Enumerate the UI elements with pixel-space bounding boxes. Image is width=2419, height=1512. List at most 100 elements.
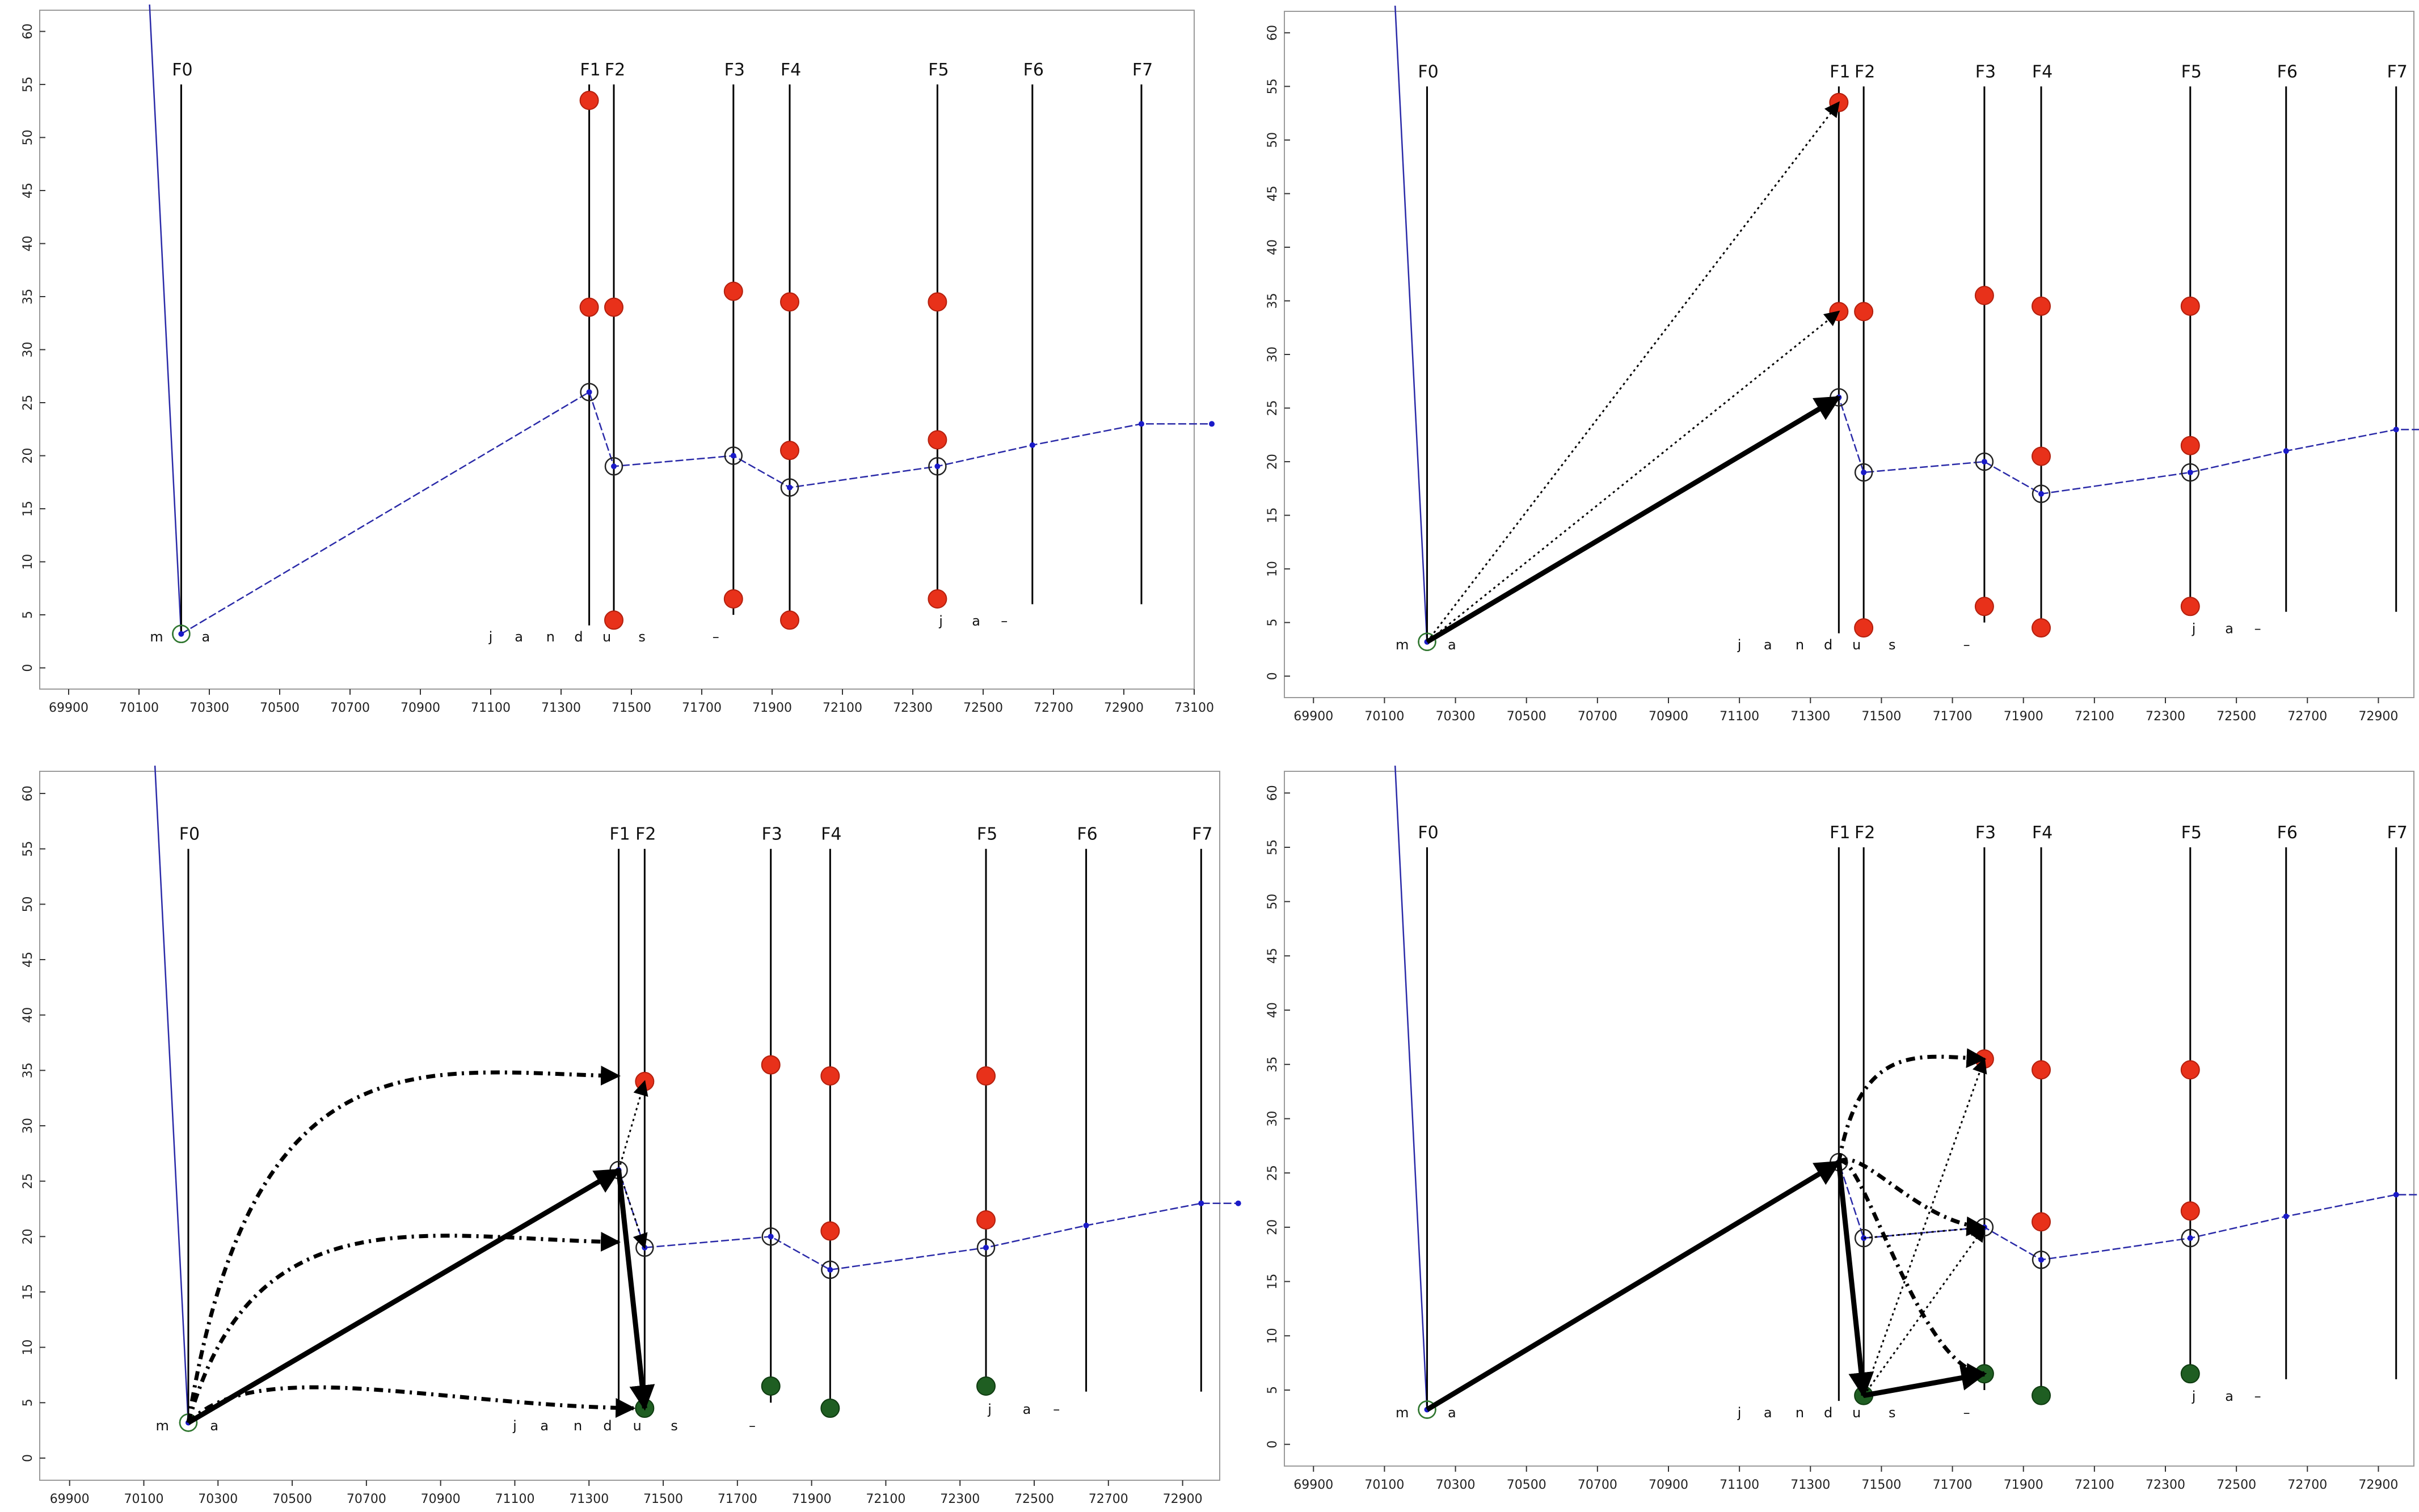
x-tick-label: 71500 [643, 1492, 683, 1506]
transcript-letter: m [155, 1418, 168, 1434]
x-tick-label: 71900 [2004, 709, 2043, 724]
candidate-dot-red [723, 281, 743, 301]
track-line [154, 765, 189, 1425]
x-tick-label: 71100 [1720, 709, 1759, 724]
y-tick-label: 40 [21, 1007, 35, 1023]
transcript-letter: j [1737, 637, 1742, 653]
transcript-letter: a [1764, 1405, 1772, 1421]
track-point [1029, 442, 1035, 448]
x-tick-label: 71500 [612, 701, 651, 715]
x-tick-label: 72700 [2287, 709, 2327, 724]
frame-label: F3 [1975, 823, 1996, 843]
transition-arrow [1426, 395, 1841, 644]
y-tick-label: 35 [1266, 293, 1280, 309]
x-tick-label: 69900 [1293, 709, 1333, 724]
track-point-ring [2181, 463, 2200, 482]
track-point [2283, 448, 2289, 454]
y-tick-label: 55 [1266, 78, 1280, 94]
transcript-letter: j [488, 629, 493, 645]
candidate-dot-red [780, 441, 799, 461]
y-tick-label: 10 [21, 554, 35, 570]
x-tick-label: 72900 [1104, 701, 1144, 715]
x-tick-label: 70500 [272, 1492, 312, 1506]
candidate-dot-red [604, 610, 623, 630]
candidate-dot-red [976, 1210, 996, 1230]
candidate-dot-red [2032, 296, 2051, 316]
frame-label: F2 [605, 60, 625, 80]
frame-label: F6 [2277, 62, 2298, 82]
y-tick-label: 10 [1266, 561, 1280, 577]
x-tick-label: 71500 [1861, 709, 1901, 724]
x-tick-label: 70700 [330, 701, 370, 715]
transition-arrow [618, 1169, 648, 1249]
y-tick-label: 25 [21, 395, 35, 411]
transition-arrow [1838, 1158, 1987, 1236]
x-tick-label: 71700 [1933, 709, 1973, 724]
frame-label: F1 [580, 60, 600, 80]
frame-label: F1 [1830, 823, 1850, 843]
track-line [1394, 765, 1428, 1412]
y-tick-label: 5 [1266, 619, 1280, 627]
y-tick-label: 0 [21, 1454, 35, 1462]
y-tick-label: 10 [1266, 1328, 1280, 1344]
x-tick-label: 71100 [1720, 1478, 1759, 1492]
frame-label: F0 [172, 60, 192, 80]
candidate-dot-red [2180, 1060, 2200, 1080]
frame-label: F2 [1855, 62, 1875, 82]
transcript-letter: m [1396, 1405, 1409, 1421]
transcript-letter: a [201, 629, 210, 645]
track-point [827, 1266, 833, 1273]
track-point [730, 453, 736, 459]
transcript-letter: s [1889, 1405, 1896, 1421]
x-tick-label: 72100 [2075, 709, 2114, 724]
track-point [2393, 426, 2399, 433]
candidate-dot-red [928, 292, 947, 312]
candidate-dot-red [2032, 618, 2051, 638]
track-point [586, 389, 592, 395]
x-tick-label: 72500 [2216, 709, 2256, 724]
y-tick-label: 60 [21, 785, 35, 801]
y-tick-label: 15 [21, 1284, 35, 1300]
track-point [178, 631, 184, 637]
candidate-dot-red [976, 1066, 996, 1086]
y-tick-label: 25 [1266, 400, 1280, 416]
candidate-dot-green [761, 1376, 781, 1396]
transcript-letter: u [1852, 637, 1861, 653]
candidate-dot-red [928, 589, 947, 609]
candidate-dot-red [2180, 296, 2200, 316]
x-tick-label: 70900 [1649, 709, 1688, 724]
track-point-ring [2032, 1251, 2051, 1269]
x-tick-label: 72500 [963, 701, 1003, 715]
frame-label: F0 [1418, 62, 1438, 82]
candidate-dot-green [2032, 1386, 2051, 1405]
track-point [611, 463, 617, 470]
frame-label: F4 [821, 825, 841, 844]
x-tick-label: 72500 [1014, 1492, 1054, 1506]
frame-label: F3 [762, 825, 782, 844]
y-tick-label: 35 [21, 1062, 35, 1078]
track-point-ring [2181, 1228, 2200, 1248]
track-point-ring [780, 478, 799, 497]
transcript-letter: – [2254, 621, 2261, 637]
frame-label: F6 [2277, 823, 2298, 843]
y-tick-label: 60 [1266, 25, 1280, 41]
track-line [149, 4, 182, 636]
y-tick-label: 50 [21, 896, 35, 912]
transcript-letter: n [1796, 1405, 1804, 1421]
y-tick-label: 45 [1266, 948, 1280, 964]
x-tick-label: 71300 [1790, 1478, 1830, 1492]
frame-label: F7 [2387, 823, 2408, 843]
transcript-letter: u [1852, 1405, 1861, 1421]
transcript-letter: j [2192, 621, 2196, 637]
start-ring [172, 624, 191, 643]
candidate-dot-red [2180, 1201, 2200, 1221]
y-tick-label: 5 [21, 611, 35, 619]
track-point-ring [1854, 1228, 1873, 1248]
x-tick-label: 70700 [1578, 709, 1617, 724]
y-tick-label: 25 [1266, 1165, 1280, 1181]
transcript-letter: – [1963, 1405, 1970, 1421]
track-point [2393, 1192, 2399, 1198]
track-point-ring [604, 457, 623, 476]
track-point [1235, 1200, 1241, 1206]
transcript-letter: a [515, 629, 523, 645]
